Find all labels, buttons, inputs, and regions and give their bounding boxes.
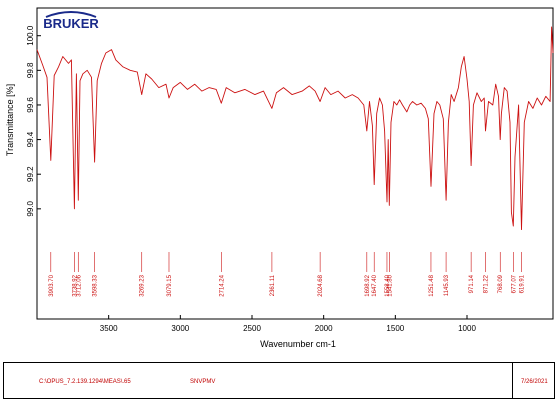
y-tick-label: 100.0 — [26, 25, 35, 46]
peak-label: 3079.15 — [167, 274, 173, 296]
sample-name: SNVPMV — [190, 379, 216, 385]
logo-arc — [45, 11, 97, 18]
peak-label: 3598.33 — [93, 274, 99, 296]
x-axis-label: Wavenumber cm-1 — [260, 339, 336, 349]
logo-text: BRUKER — [43, 16, 99, 31]
x-axis: 3500 3000 2500 2000 1500 1000 — [100, 315, 476, 333]
peak-label: 1541.80 — [387, 274, 393, 296]
peak-label: 3712.06 — [76, 274, 82, 296]
spectrum-line — [36, 26, 554, 231]
measurement-date: 7/26/2021 — [521, 379, 548, 385]
peak-label: 3738.92 — [72, 274, 78, 296]
y-axis: 99.0 99.2 99.4 99.6 99.8 100.0 — [26, 25, 41, 217]
x-tick-label: 1000 — [458, 324, 476, 333]
peak-label: 1145.93 — [444, 274, 450, 296]
x-tick-label: 1500 — [386, 324, 404, 333]
y-tick-label: 99.6 — [26, 97, 35, 113]
peak-label: 1647.40 — [372, 274, 378, 296]
spectrum-series — [36, 26, 554, 231]
plot-frame — [36, 7, 554, 320]
y-tick-label: 99.8 — [26, 62, 35, 78]
x-tick-label: 3000 — [171, 324, 189, 333]
y-axis-label: Transmittance [%] — [5, 84, 15, 156]
x-tick-label: 3500 — [100, 324, 118, 333]
file-path: C:\OPUS_7.2.139.1294\MEAS\.65 — [39, 379, 131, 385]
peak-label: 1698.92 — [365, 274, 371, 296]
peak-label: 677.07 — [511, 274, 517, 293]
x-tick-label: 2500 — [243, 324, 261, 333]
peak-label: 619.91 — [519, 274, 525, 293]
plot-border — [36, 7, 554, 320]
peak-label: 971.14 — [469, 274, 475, 293]
y-tick-label: 99.2 — [26, 166, 35, 182]
peak-label: 871.22 — [483, 274, 489, 293]
y-tick-label: 99.4 — [26, 131, 35, 147]
peak-label: 2024.68 — [318, 274, 324, 296]
peak-label: 1251.48 — [429, 274, 435, 296]
footer-divider — [512, 363, 513, 398]
peak-label: 3269.23 — [140, 274, 146, 296]
peak-label: 2361.11 — [270, 274, 276, 296]
peak-label: 3903.70 — [49, 274, 55, 296]
x-tick-label: 2000 — [315, 324, 333, 333]
y-tick-label: 99.0 — [26, 201, 35, 217]
peak-label: 1558.40 — [385, 274, 391, 296]
bruker-logo: BRUKER — [43, 11, 99, 31]
peak-label: 768.09 — [498, 274, 504, 293]
info-footer: C:\OPUS_7.2.139.1294\MEAS\.65 SNVPMV 7/2… — [3, 362, 555, 399]
peak-label: 2714.24 — [219, 274, 225, 296]
